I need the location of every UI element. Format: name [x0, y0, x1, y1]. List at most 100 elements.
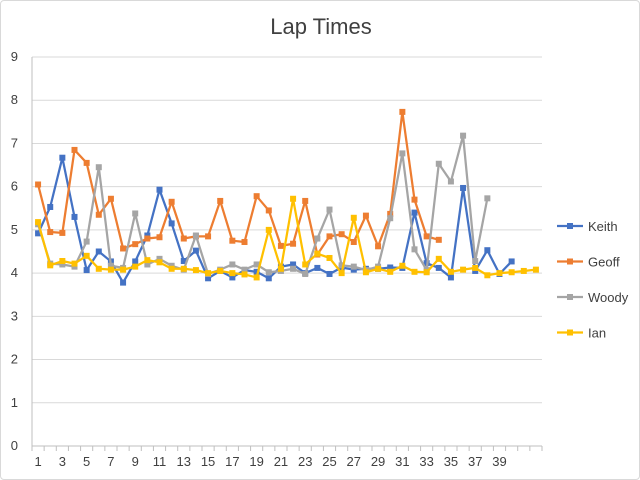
data-point-geoff — [375, 243, 382, 250]
legend-item-woody: Woody — [557, 290, 629, 305]
data-point-woody — [314, 235, 321, 242]
data-point-ian — [399, 262, 406, 269]
data-point-ian — [350, 214, 357, 221]
data-point-ian — [532, 266, 539, 273]
data-point-woody — [435, 160, 442, 167]
data-point-geoff — [423, 233, 430, 240]
data-point-woody — [83, 238, 90, 245]
data-point-woody — [447, 178, 454, 185]
data-point-woody — [472, 258, 479, 265]
data-point-keith — [156, 186, 163, 193]
x-tick-label: 1 — [34, 454, 41, 469]
x-tick-label: 15 — [201, 454, 215, 469]
data-point-geoff — [302, 197, 309, 204]
legend-label: Ian — [588, 326, 606, 341]
y-tick-label: 0 — [11, 438, 18, 453]
series-lines — [35, 108, 539, 286]
data-point-woody — [265, 269, 272, 276]
data-point-keith — [71, 213, 78, 220]
data-point-keith — [326, 270, 333, 277]
data-point-woody — [107, 262, 114, 269]
data-point-ian — [71, 260, 78, 267]
data-point-ian — [205, 270, 212, 277]
data-point-ian — [314, 250, 321, 257]
data-point-keith — [47, 203, 54, 210]
data-point-geoff — [107, 195, 114, 202]
x-tick-label: 7 — [107, 454, 114, 469]
data-point-geoff — [95, 211, 102, 218]
data-point-geoff — [362, 212, 369, 219]
data-point-ian — [435, 255, 442, 262]
legend-label: Keith — [588, 219, 618, 234]
x-tick-label: 39 — [492, 454, 506, 469]
data-point-keith — [447, 274, 454, 281]
data-point-keith — [290, 261, 297, 268]
data-point-woody — [168, 262, 175, 269]
legend: Keith Geoff Woody Ian — [557, 219, 629, 341]
data-point-ian — [83, 252, 90, 259]
data-point-keith — [387, 264, 394, 271]
data-point-ian — [326, 254, 333, 261]
data-point-keith — [132, 258, 139, 265]
data-point-ian — [156, 259, 163, 266]
data-point-geoff — [411, 196, 418, 203]
data-point-geoff — [265, 207, 272, 214]
data-point-keith — [314, 264, 321, 271]
legend-item-keith: Keith — [557, 219, 618, 234]
legend-marker — [567, 258, 573, 265]
data-point-ian — [144, 257, 151, 264]
data-point-geoff — [144, 235, 151, 242]
data-point-woody — [241, 266, 248, 273]
x-tick-label: 13 — [177, 454, 191, 469]
data-point-ian — [423, 269, 430, 276]
data-point-ian — [472, 264, 479, 271]
data-point-keith — [144, 232, 151, 239]
data-point-woody — [460, 132, 467, 139]
data-point-woody — [144, 261, 151, 268]
data-point-geoff — [120, 245, 127, 252]
data-point-geoff — [71, 146, 78, 153]
data-point-ian — [375, 265, 382, 272]
data-point-woody — [338, 262, 345, 269]
data-point-keith — [192, 247, 199, 254]
x-tick-label: 25 — [322, 454, 336, 469]
data-point-ian — [277, 265, 284, 272]
data-point-ian — [132, 263, 139, 270]
data-point-keith — [180, 258, 187, 265]
data-point-keith — [229, 274, 236, 281]
data-point-woody — [290, 265, 297, 272]
data-point-geoff — [59, 229, 66, 236]
y-tick-label: 5 — [11, 222, 18, 237]
data-point-ian — [508, 269, 515, 276]
data-point-ian — [290, 195, 297, 202]
legend-marker — [567, 223, 573, 229]
data-point-ian — [168, 265, 175, 272]
data-point-keith — [265, 275, 272, 282]
data-point-keith — [205, 275, 212, 282]
data-point-ian — [387, 268, 394, 275]
x-tick-label: 33 — [419, 454, 433, 469]
data-point-ian — [411, 268, 418, 275]
legend-item-geoff: Geoff — [557, 255, 620, 270]
legend-item-ian: Ian — [557, 326, 606, 341]
legend-marker — [567, 329, 573, 336]
data-point-geoff — [180, 235, 187, 242]
data-point-ian — [95, 265, 102, 272]
data-point-keith — [59, 154, 66, 161]
data-point-geoff — [229, 237, 236, 244]
y-tick-label: 9 — [11, 49, 18, 64]
data-point-keith — [350, 266, 357, 273]
data-point-geoff — [326, 233, 333, 240]
data-point-keith — [83, 267, 90, 274]
y-tick-label: 7 — [11, 135, 18, 150]
data-point-geoff — [132, 241, 139, 248]
data-point-ian — [35, 219, 42, 226]
series-ian — [35, 195, 539, 281]
data-point-woody — [399, 150, 406, 157]
data-point-woody — [95, 164, 102, 171]
data-point-ian — [362, 269, 369, 276]
data-point-ian — [484, 272, 491, 279]
data-point-ian — [338, 270, 345, 277]
